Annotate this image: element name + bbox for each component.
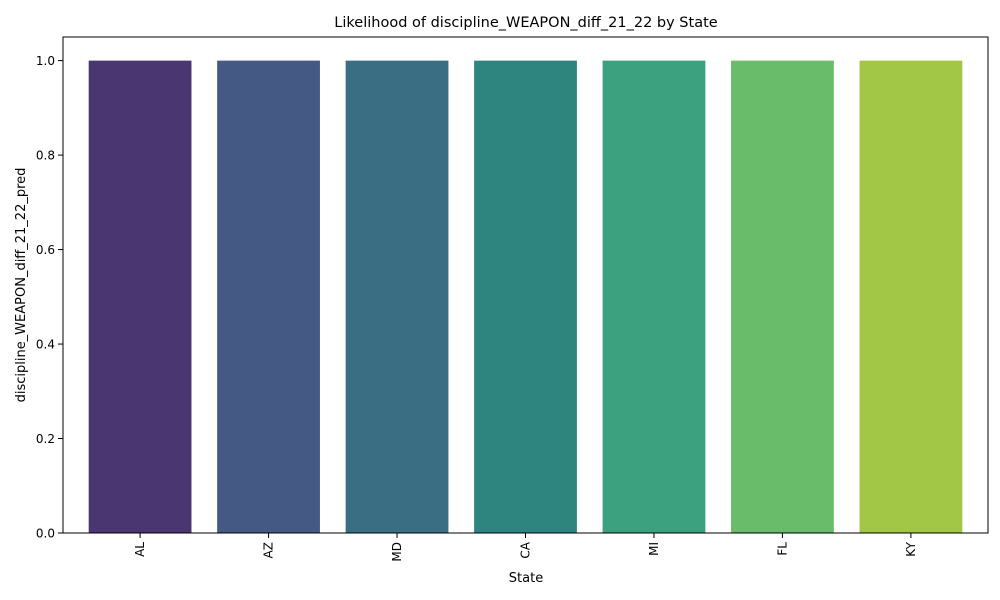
x-tick-label-az: AZ [262, 542, 276, 558]
bar-mi [602, 60, 706, 533]
bar-ca [474, 60, 577, 533]
bar-fl [731, 60, 834, 533]
y-tick-label: 0.8 [36, 149, 55, 163]
bar-al [88, 60, 192, 533]
bar-az [217, 60, 320, 533]
x-tick-label-al: AL [133, 542, 147, 557]
y-tick-label: 0.0 [36, 527, 55, 541]
x-tick-label-md: MD [390, 542, 404, 562]
bar-ky [859, 60, 963, 533]
chart-title: Likelihood of discipline_WEAPON_diff_21_… [334, 15, 717, 31]
y-axis: 0.0 0.2 0.4 0.6 0.8 1.0 [36, 54, 63, 541]
x-tick-label-ky: KY [904, 541, 918, 556]
plot-frame [62, 36, 989, 534]
y-axis-label: discipline_WEAPON_diff_21_22_pred [14, 168, 29, 403]
y-tick-label: 1.0 [36, 54, 55, 68]
bar-md [345, 60, 449, 533]
x-tick-label-fl: FL [775, 542, 789, 556]
y-tick-label: 0.4 [36, 338, 55, 352]
bars-group [88, 60, 963, 533]
x-axis: AL AZ MD CA MI FL KY [133, 533, 918, 562]
y-tick-label: 0.6 [36, 243, 55, 257]
y-tick-label: 0.2 [36, 432, 55, 446]
x-tick-label-mi: MI [647, 542, 661, 556]
x-tick-label-ca: CA [519, 541, 533, 558]
x-axis-label: State [509, 571, 543, 586]
